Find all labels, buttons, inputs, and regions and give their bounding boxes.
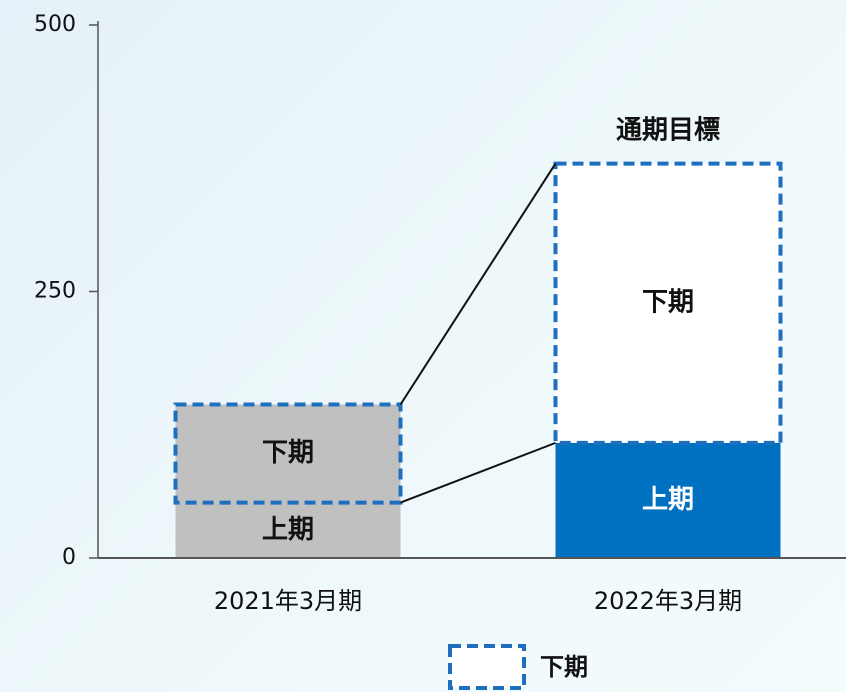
connector [399, 163, 557, 406]
bar-segment [175, 404, 401, 503]
y-tick-label: 0 [62, 545, 76, 570]
y-tick-label: 500 [34, 12, 76, 37]
bar-segment [555, 163, 781, 443]
connector [400, 441, 556, 504]
x-tick-label: 2021年3月期 [214, 587, 362, 615]
dashed-border [173, 402, 403, 505]
segment-label: 下期 [642, 288, 694, 318]
segment-label: 上期 [642, 485, 694, 515]
segment-label: 上期 [262, 515, 314, 545]
bar-segment [555, 442, 781, 558]
annotation: 通期目標 [616, 116, 720, 146]
legend-swatch [448, 644, 526, 690]
x-tick-label: 2022年3月期 [594, 587, 742, 615]
segment-label: 下期 [262, 438, 314, 468]
legend-label: 下期 [540, 653, 588, 681]
bar-segment [175, 502, 401, 558]
y-tick-label: 250 [34, 279, 76, 304]
dashed-border [553, 161, 783, 445]
